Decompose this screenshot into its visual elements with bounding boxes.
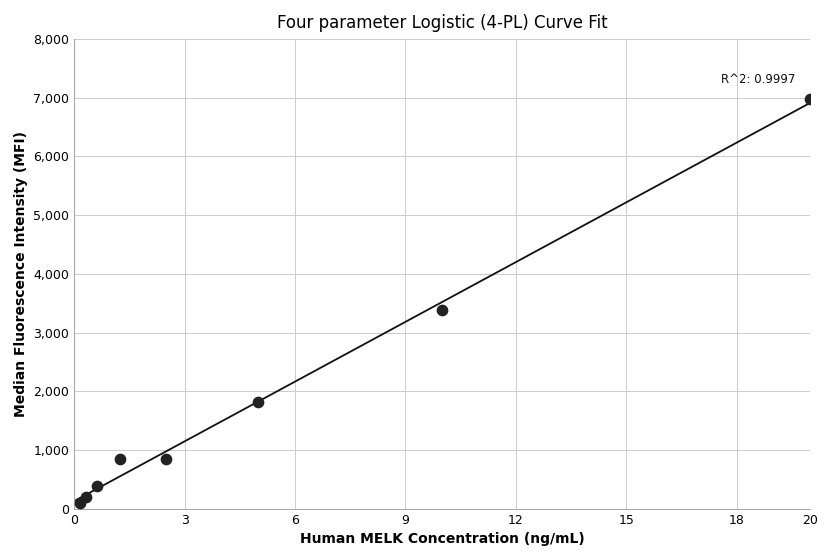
Point <box>91 482 104 491</box>
Point <box>114 455 127 464</box>
Point <box>436 305 449 314</box>
Point <box>804 95 817 104</box>
Text: R^2: 0.9997: R^2: 0.9997 <box>721 73 795 86</box>
Point <box>251 398 265 407</box>
Point <box>79 492 92 501</box>
Point <box>73 498 87 507</box>
Title: Four parameter Logistic (4-PL) Curve Fit: Four parameter Logistic (4-PL) Curve Fit <box>277 14 607 32</box>
Point <box>160 454 173 463</box>
X-axis label: Human MELK Concentration (ng/mL): Human MELK Concentration (ng/mL) <box>300 532 585 546</box>
Y-axis label: Median Fluorescence Intensity (MFI): Median Fluorescence Intensity (MFI) <box>14 131 28 417</box>
